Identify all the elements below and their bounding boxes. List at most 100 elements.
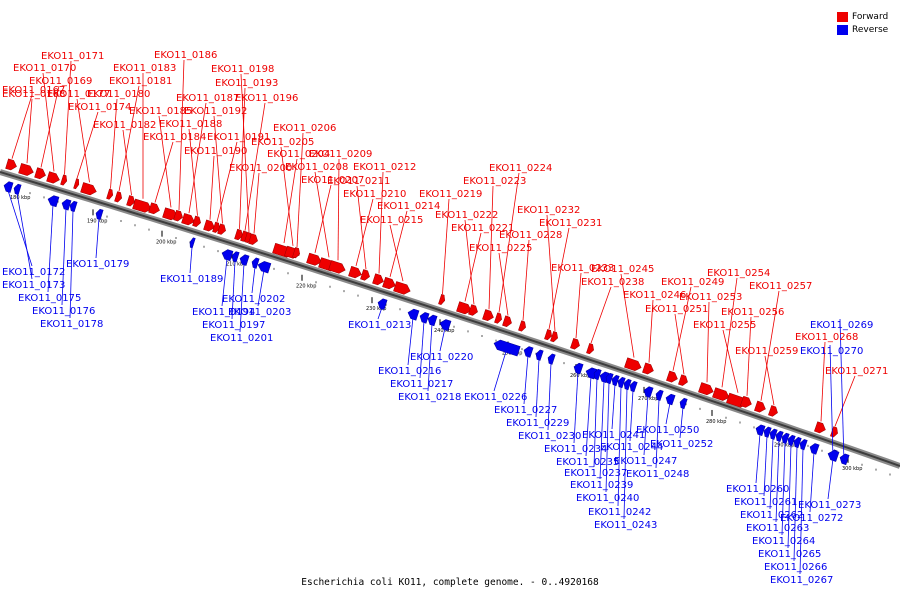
gene-label-EKO11_0174[interactable]: EKO11_0174: [68, 102, 131, 113]
gene-label-EKO11_0251[interactable]: EKO11_0251: [645, 304, 708, 315]
gene-EKO11_0257[interactable]: [754, 400, 767, 414]
gene-label-EKO11_0207[interactable]: EKO11_0207: [301, 175, 364, 186]
gene-EKO11_0215[interactable]: [393, 281, 411, 295]
gene-EKO11_0210[interactable]: [348, 265, 362, 279]
gene-EKO11_0186[interactable]: [173, 209, 185, 222]
gene-EKO11_0254[interactable]: [712, 387, 730, 403]
gene-EKO11_0240[interactable]: [604, 372, 614, 385]
gene-EKO11_0213[interactable]: [376, 298, 388, 310]
gene-label-EKO11_0210[interactable]: EKO11_0210: [343, 189, 406, 200]
gene-EKO11_0246[interactable]: [642, 362, 655, 376]
gene-label-EKO11_0271[interactable]: EKO11_0271: [825, 366, 888, 377]
gene-label-EKO11_0184[interactable]: EKO11_0184: [143, 132, 206, 143]
gene-label-EKO11_0253[interactable]: EKO11_0253: [679, 292, 742, 303]
gene-label-EKO11_0261[interactable]: EKO11_0261: [734, 497, 797, 508]
gene-label-EKO11_0246[interactable]: EKO11_0246: [623, 290, 686, 301]
gene-label-EKO11_0201[interactable]: EKO11_0201: [210, 333, 273, 344]
gene-label-EKO11_0231[interactable]: EKO11_0231: [539, 218, 602, 229]
gene-EKO11_0188[interactable]: [192, 215, 203, 228]
gene-EKO11_0271[interactable]: [830, 426, 839, 438]
gene-EKO11_0249[interactable]: [666, 370, 679, 384]
gene-EKO11_0244[interactable]: [628, 380, 638, 393]
gene-label-EKO11_0212[interactable]: EKO11_0212: [353, 162, 416, 173]
gene-EKO11_0216[interactable]: [406, 308, 420, 321]
gene-EKO11_0171[interactable]: [60, 174, 69, 186]
gene-EKO11_0243[interactable]: [622, 378, 632, 391]
gene-label-EKO11_0186[interactable]: EKO11_0186: [154, 50, 217, 61]
gene-label-EKO11_0187[interactable]: EKO11_0187: [176, 93, 239, 104]
gene-EKO11_0183[interactable]: [132, 198, 153, 214]
gene-label-EKO11_0168[interactable]: EKO11_0168: [2, 89, 65, 100]
gene-EKO11_0232[interactable]: [550, 331, 559, 343]
gene-EKO11_0261[interactable]: [762, 426, 772, 438]
gene-label-EKO11_0196[interactable]: EKO11_0196: [235, 93, 298, 104]
gene-label-EKO11_0204[interactable]: EKO11_0204: [267, 149, 330, 160]
gene-label-EKO11_0250[interactable]: EKO11_0250: [636, 425, 699, 436]
gene-label-EKO11_0252[interactable]: EKO11_0252: [650, 439, 713, 450]
gene-EKO11_0231[interactable]: [544, 329, 553, 341]
gene-label-EKO11_0268[interactable]: EKO11_0268: [795, 332, 858, 343]
gene-label-EKO11_0272[interactable]: EKO11_0272: [780, 513, 843, 524]
gene-EKO11_0233[interactable]: [570, 338, 581, 350]
gene-label-EKO11_0228[interactable]: EKO11_0228: [499, 230, 562, 241]
gene-label-EKO11_0217[interactable]: EKO11_0217: [390, 379, 453, 390]
gene-label-EKO11_0185[interactable]: EKO11_0185: [129, 106, 192, 117]
gene-EKO11_0251[interactable]: [678, 374, 689, 387]
gene-EKO11_0273[interactable]: [826, 449, 840, 462]
gene-label-EKO11_0218[interactable]: EKO11_0218: [398, 392, 461, 403]
gene-EKO11_0253[interactable]: [698, 382, 714, 397]
gene-label-EKO11_0222[interactable]: EKO11_0222: [435, 210, 498, 221]
gene-label-EKO11_0266[interactable]: EKO11_0266: [764, 562, 827, 573]
gene-label-EKO11_0243[interactable]: EKO11_0243: [594, 520, 657, 531]
gene-EKO11_0226[interactable]: [492, 338, 521, 357]
gene-label-EKO11_0179[interactable]: EKO11_0179: [66, 259, 129, 270]
gene-label-EKO11_0221[interactable]: EKO11_0221: [451, 223, 514, 234]
gene-label-EKO11_0188[interactable]: EKO11_0188: [159, 119, 222, 130]
gene-EKO11_0262[interactable]: [768, 428, 778, 440]
gene-label-EKO11_0205[interactable]: EKO11_0205: [251, 137, 314, 148]
gene-label-EKO11_0192[interactable]: EKO11_0192: [184, 106, 247, 117]
gene-label-EKO11_0225[interactable]: EKO11_0225: [469, 243, 532, 254]
gene-label-EKO11_0238[interactable]: EKO11_0238: [581, 277, 644, 288]
gene-EKO11_0211[interactable]: [360, 269, 371, 281]
gene-label-EKO11_0215[interactable]: EKO11_0215: [360, 215, 423, 226]
gene-label-EKO11_0269[interactable]: EKO11_0269: [810, 320, 873, 331]
gene-EKO11_0192[interactable]: [217, 223, 228, 236]
gene-label-EKO11_0263[interactable]: EKO11_0263: [746, 523, 809, 534]
gene-label-EKO11_0180[interactable]: EKO11_0180: [87, 89, 150, 100]
gene-EKO11_0256[interactable]: [740, 395, 753, 409]
gene-EKO11_0266[interactable]: [792, 436, 802, 449]
gene-label-EKO11_0198[interactable]: EKO11_0198: [211, 64, 274, 75]
gene-EKO11_0184[interactable]: [148, 202, 162, 216]
gene-label-EKO11_0239[interactable]: EKO11_0239: [570, 480, 633, 491]
gene-label-EKO11_0178[interactable]: EKO11_0178: [40, 319, 103, 330]
gene-EKO11_0169[interactable]: [34, 167, 47, 180]
gene-label-EKO11_0232[interactable]: EKO11_0232: [517, 205, 580, 216]
gene-EKO11_0167[interactable]: [5, 158, 18, 171]
gene-EKO11_0212[interactable]: [372, 273, 385, 287]
gene-label-EKO11_0191[interactable]: EKO11_0191: [207, 132, 270, 143]
gene-label-EKO11_0270[interactable]: EKO11_0270: [800, 346, 863, 357]
gene-label-EKO11_0247[interactable]: EKO11_0247: [614, 456, 677, 467]
gene-EKO11_0245[interactable]: [624, 357, 642, 373]
gene-label-EKO11_0194[interactable]: EKO11_0194: [192, 307, 255, 318]
gene-EKO11_0248[interactable]: [654, 389, 664, 401]
gene-EKO11_0220[interactable]: [438, 318, 452, 332]
gene-label-EKO11_0262[interactable]: EKO11_0262: [740, 510, 803, 521]
gene-EKO11_0224[interactable]: [494, 312, 503, 324]
gene-label-EKO11_0200[interactable]: EKO11_0200: [229, 163, 292, 174]
gene-EKO11_0214[interactable]: [382, 276, 396, 290]
gene-EKO11_0168[interactable]: [18, 163, 35, 177]
gene-EKO11_0267[interactable]: [798, 438, 808, 451]
gene-EKO11_0209[interactable]: [328, 260, 346, 274]
gene-EKO11_0225[interactable]: [502, 315, 513, 328]
gene-EKO11_0174[interactable]: [73, 178, 81, 190]
gene-label-EKO11_0203[interactable]: EKO11_0203: [228, 307, 291, 318]
gene-EKO11_0263[interactable]: [774, 430, 784, 442]
gene-EKO11_0170[interactable]: [46, 171, 61, 185]
gene-EKO11_0221[interactable]: [456, 301, 472, 316]
gene-label-EKO11_0172[interactable]: EKO11_0172: [2, 267, 65, 278]
gene-label-EKO11_0254[interactable]: EKO11_0254: [707, 268, 770, 279]
gene-EKO11_0223[interactable]: [482, 309, 495, 323]
gene-label-EKO11_0267[interactable]: EKO11_0267: [770, 575, 833, 586]
